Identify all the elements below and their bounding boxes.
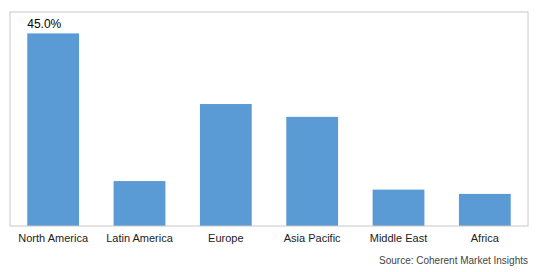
bar [27,33,79,226]
x-tick-label: Europe [208,232,243,244]
source-text: Source: Coherent Market Insights [379,255,528,266]
bar [200,104,252,226]
x-tick-label: Middle East [370,232,427,244]
bar [114,181,166,226]
x-tick-label: Latin America [106,232,174,244]
x-tick-label: Africa [471,232,500,244]
annotation: 45.0% [27,17,61,31]
bar [459,194,511,226]
x-tick-label: North America [18,232,89,244]
bar [373,190,425,226]
bar [286,117,338,226]
chart-container: North America Latin America Europe Asia Pac… [0,0,538,272]
bars [27,33,510,226]
chart: North America Latin America Europe Asia Pac… [0,0,538,272]
plot-frame [10,12,528,226]
x-tick-label: Asia Pacific [284,232,341,244]
